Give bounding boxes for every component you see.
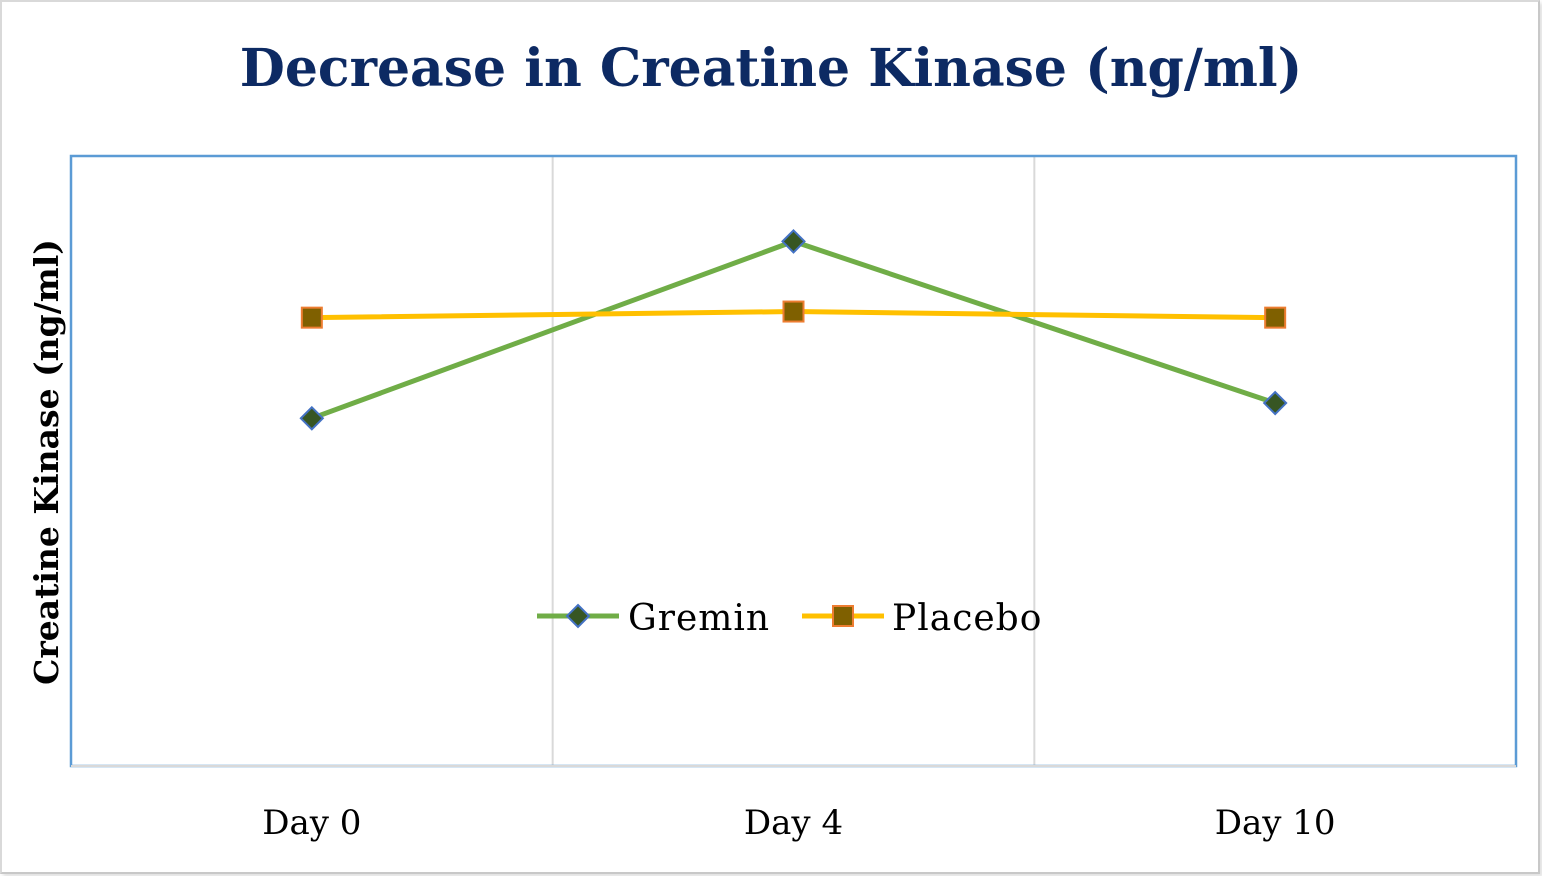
legend-marker-gremin <box>565 603 591 629</box>
legend-label-gremin: Gremin <box>628 598 770 639</box>
y-axis-label: Creatine Kinase (ng/ml) <box>27 239 66 685</box>
x-tick-labels: Day 0 Day 4 Day 10 <box>262 803 1335 843</box>
data-point-gremin-0 <box>299 405 325 431</box>
data-point-gremin-2 <box>1262 390 1288 416</box>
chart-title: Decrease in Creatine Kinase (ng/ml) <box>239 38 1303 99</box>
legend: Gremin Placebo <box>537 598 1042 639</box>
data-point-placebo-0 <box>300 306 323 329</box>
series-layer <box>299 228 1288 431</box>
legend-marker-placebo <box>832 605 854 627</box>
x-tick-label: Day 0 <box>262 803 361 843</box>
series-line-gremin <box>310 238 1276 421</box>
data-point-placebo-1 <box>782 300 805 323</box>
x-tick-label: Day 10 <box>1215 803 1336 843</box>
data-point-placebo-2 <box>1264 306 1287 329</box>
data-point-gremin-1 <box>781 228 806 254</box>
gridlines <box>551 156 1036 766</box>
legend-label-placebo: Placebo <box>892 598 1042 639</box>
x-tick-label: Day 4 <box>744 803 843 843</box>
